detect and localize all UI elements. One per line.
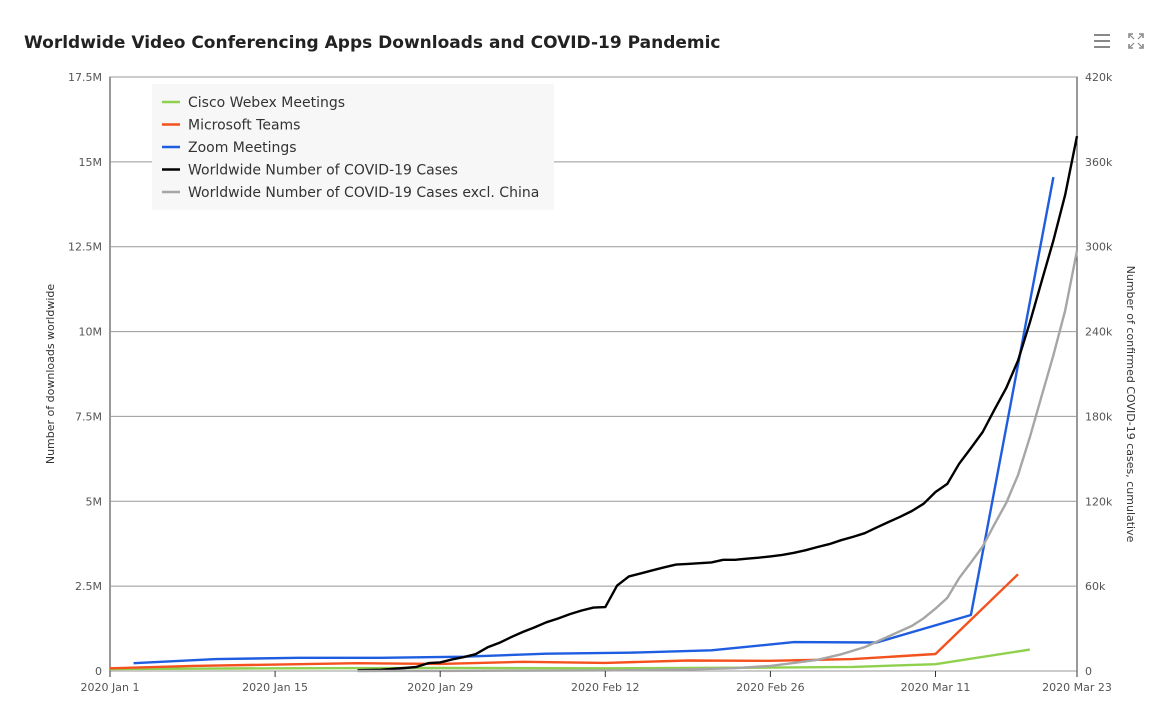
x-tick-label: 2020 Jan 29: [407, 681, 473, 694]
y-left-axis-title: Number of downloads worldwide: [44, 284, 57, 465]
y-right-tick-label: 300k: [1085, 241, 1113, 254]
y-left-tick-label: 15M: [79, 156, 103, 169]
series-line-3: [133, 176, 1055, 665]
y-right-tick-label: 0: [1085, 665, 1092, 678]
axes: 0 2.5M 5M 7.5M 10M 12.5M 15M 17.5M 0 60k 120k 180k 2…: [44, 71, 1137, 694]
y-left-tick-label: 17.5M: [68, 71, 102, 84]
legend-label: Cisco Webex Meetings: [188, 95, 345, 111]
y-right-tick-label: 180k: [1085, 410, 1113, 423]
chart-title: Worldwide Video Conferencing Apps Downlo…: [24, 33, 721, 53]
legend-label: Worldwide Number of COVID-19 Cases excl.…: [188, 185, 539, 201]
x-tick-label: 2020 Jan 15: [242, 681, 308, 694]
y-right-axis-title: Number of confirmed COVID-19 cases, cumu…: [1124, 266, 1137, 543]
y-left-tick-label: 5M: [86, 495, 103, 508]
y-right-tick-label: 120k: [1085, 495, 1113, 508]
y-right-tick-label: 360k: [1085, 156, 1113, 169]
y-left-tick-label: 12.5M: [68, 241, 102, 254]
y-right-tick-label: 420k: [1085, 71, 1113, 84]
chart-toolbar: [1092, 31, 1146, 51]
series-line-1: [109, 648, 1030, 671]
legend-box: [152, 84, 554, 210]
series-line-4: [357, 135, 1079, 672]
expand-icon[interactable]: [1126, 31, 1146, 51]
y-left-tick-label: 10M: [79, 326, 103, 339]
x-tick-label: 2020 Jan 1: [81, 681, 140, 694]
legend-label: Worldwide Number of COVID-19 Cases: [188, 163, 458, 179]
series-layer: [109, 135, 1079, 673]
y-left-tick-label: 2.5M: [75, 580, 102, 593]
hamburger-menu-icon[interactable]: [1092, 31, 1112, 51]
x-tick-label: 2020 Mar 23: [1042, 681, 1112, 694]
x-tick-label: 2020 Mar 11: [901, 681, 971, 694]
legend-label: Zoom Meetings: [188, 140, 297, 156]
x-tick-label: 2020 Feb 26: [736, 681, 804, 694]
series-line-5: [357, 250, 1079, 673]
y-left-tick-label: 0: [95, 665, 102, 678]
y-right-tick-label: 60k: [1085, 580, 1106, 593]
y-right-tick-label: 240k: [1085, 326, 1113, 339]
x-tick-label: 2020 Feb 12: [571, 681, 639, 694]
legend-label: Microsoft Teams: [188, 118, 300, 134]
legend: Cisco Webex Meetings Microsoft Teams Zoom …: [152, 84, 554, 210]
series-line-2: [109, 573, 1019, 670]
y-left-tick-label: 7.5M: [75, 410, 102, 423]
